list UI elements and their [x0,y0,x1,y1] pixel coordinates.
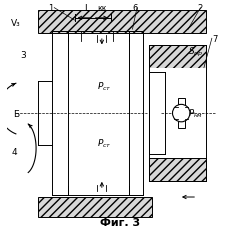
Bar [150,159,206,181]
Bar [150,73,165,154]
Text: 3: 3 [20,50,26,59]
Text: Фиг. 3: Фиг. 3 [100,218,140,227]
Bar [38,197,152,218]
Text: 4: 4 [11,147,17,156]
Text: L: L [84,4,89,13]
Text: $P_{нм}$: $P_{нм}$ [188,107,203,120]
Bar [150,68,206,159]
Circle shape [173,105,190,122]
Text: V₃: V₃ [11,19,21,28]
Text: Б: Б [13,109,19,118]
Text: 1: 1 [48,4,54,13]
Bar [150,46,206,68]
Text: $P_{ст}$: $P_{ст}$ [97,137,112,149]
Text: $P_{ст}$: $P_{ст}$ [97,80,112,93]
Text: 2: 2 [197,4,202,13]
Text: $S_{пр}$: $S_{пр}$ [188,46,204,59]
Text: 7: 7 [212,35,217,44]
Text: кк: кк [97,4,107,13]
Bar [178,99,185,128]
Bar [38,11,206,33]
Text: 6: 6 [132,4,138,13]
